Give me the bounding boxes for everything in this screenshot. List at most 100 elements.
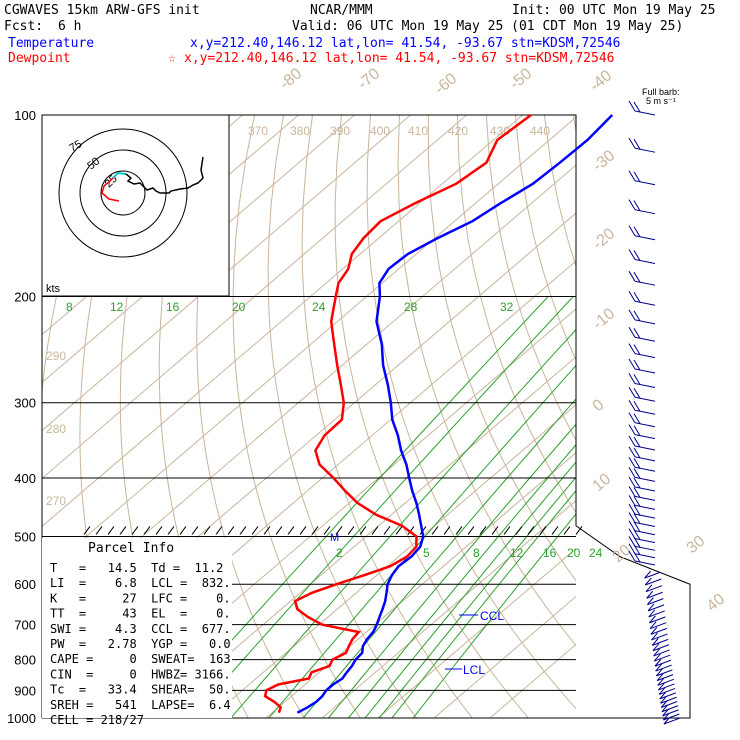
hatch-mark: [347, 526, 355, 535]
wind-barb: [647, 604, 665, 612]
wind-barb-flag: [628, 495, 636, 506]
wind-barb-flag: [662, 712, 670, 721]
dewpoint-line: [263, 113, 532, 714]
wind-barb-flag: [662, 708, 669, 717]
mixing-ratio-label: 28: [404, 300, 418, 314]
wind-barb: [656, 669, 673, 677]
mixing-ratio-label: 20: [232, 300, 246, 314]
wind-barb: [634, 180, 656, 186]
isotherm-label: -80: [277, 65, 306, 93]
ccl-label: CCL: [480, 609, 504, 623]
dewpoint-legend: Dewpoint: [8, 51, 71, 66]
wind-barb: [634, 336, 656, 342]
init-label: Init: 00 UTC Mon 19 May 25: [512, 3, 716, 18]
dry-adiabat-line: [660, 115, 740, 718]
pressure-tick-label: 100: [14, 108, 36, 123]
wind-barb-flag: [633, 138, 641, 150]
mixing-ratio-label: 32: [500, 300, 514, 314]
isotherm-label: -70: [355, 65, 384, 93]
wind-barb: [634, 530, 656, 536]
wind-barb-flag: [645, 584, 653, 593]
wind-barb: [660, 696, 677, 704]
wind-barb-flag: [656, 673, 664, 681]
wind-barb-flag: [646, 590, 654, 599]
wind-barb-flag: [633, 401, 641, 412]
hatch-mark: [299, 526, 307, 535]
wind-barb-flag: [628, 343, 636, 354]
dry-adiabat-line: [366, 115, 576, 710]
isotherm-line: [433, 595, 576, 718]
wind-barb-flag: [633, 544, 641, 556]
isotherm-line: [42, 116, 576, 575]
wind-barb-flag: [651, 638, 659, 646]
dry-adiabat-line: [397, 115, 576, 647]
theta-label: 420: [448, 124, 468, 138]
mixing-ratio-label: 20: [567, 546, 581, 560]
mixing-ratio-label: 16: [166, 300, 180, 314]
hatch-mark: [431, 526, 439, 535]
barb-title-1: Full barb:: [642, 87, 680, 97]
wind-barb: [634, 522, 656, 528]
wind-barb-flag: [628, 528, 636, 539]
wind-barb-flag: [628, 503, 636, 515]
lcl-label: LCL: [463, 663, 485, 677]
isotherm-line: [153, 356, 576, 718]
model-title: CGWAVES 15km ARW-GFS init: [4, 3, 200, 18]
mixing-ratio-label: 5: [423, 546, 430, 560]
wind-barb: [655, 664, 672, 672]
isotherm-label: -30: [590, 147, 619, 175]
pressure-tick-label: 700: [14, 618, 36, 633]
hatch-mark: [395, 526, 403, 535]
wind-barb-flag: [659, 691, 667, 700]
isotherm-label: -50: [507, 65, 536, 93]
hatch-mark: [155, 526, 163, 535]
isotherm-label: 10: [590, 471, 615, 496]
hatch-mark: [575, 526, 583, 535]
hatch-mark: [275, 526, 283, 535]
fcst-value: 6 h: [58, 19, 81, 34]
wind-barb-flag: [655, 663, 663, 672]
hatch-mark: [167, 526, 175, 535]
wind-barb-flag: [628, 457, 636, 468]
org-label: NCAR/MMM: [310, 3, 373, 18]
hatch-mark: [455, 526, 463, 535]
wind-barb-flag: [628, 435, 636, 447]
dry-adiabat-line: [543, 115, 576, 268]
barb-title-2: 5 m s⁻¹: [646, 96, 676, 106]
wind-barb: [634, 466, 656, 472]
hatch-mark: [107, 526, 115, 535]
wind-barb-column: [628, 100, 681, 725]
pressure-tick-label: 800: [14, 653, 36, 668]
wind-barb: [634, 422, 656, 428]
hatch-mark: [179, 526, 187, 535]
wind-barb-flag: [644, 570, 651, 579]
wind-barb: [634, 258, 656, 264]
wind-barb-flag: [633, 447, 641, 459]
theta-label: 270: [46, 494, 66, 508]
wind-barb: [650, 627, 668, 635]
wind-barb: [634, 368, 656, 374]
hatch-mark: [215, 526, 223, 535]
wind-barb: [634, 147, 656, 153]
hatch-mark: [311, 526, 319, 535]
wind-barb-flag: [628, 249, 636, 260]
hodo-trace-black: [125, 156, 204, 194]
hodo-trace-cyan: [112, 171, 127, 179]
wind-barb-flag: [633, 328, 641, 339]
wind-barb: [634, 456, 656, 462]
wind-barb-flag: [633, 226, 641, 238]
wind-barb: [634, 235, 656, 241]
wind-barb: [634, 409, 656, 415]
wind-barb: [663, 713, 680, 721]
theta-label: 290: [46, 349, 66, 363]
wind-barb-flag: [633, 487, 641, 498]
parcel-info-row: CELL = 218/27: [50, 713, 144, 727]
mixing-ratio-line: [391, 489, 576, 718]
parcel-info-panel: Parcel Info T = 14.5 Td = 11.2LI = 6.8 L…: [42, 538, 232, 727]
wind-barb-flag: [628, 309, 636, 321]
parcel-info-title: Parcel Info: [88, 541, 174, 556]
hatch-mark: [203, 526, 211, 535]
isotherm-label: -20: [590, 225, 619, 253]
wind-barb: [645, 578, 662, 586]
dry-adiabat-line: [514, 115, 576, 362]
